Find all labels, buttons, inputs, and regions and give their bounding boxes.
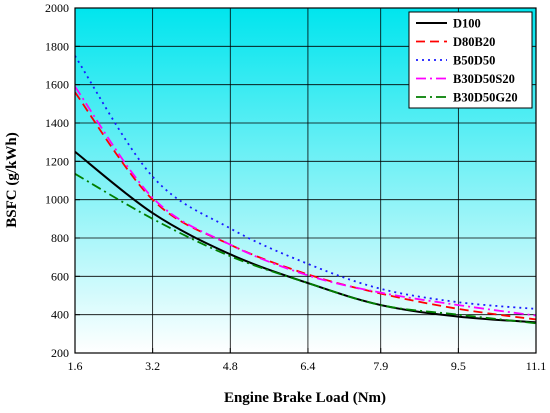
- x-tick-label: 3.2: [145, 359, 160, 373]
- x-tick-label: 9.5: [451, 359, 466, 373]
- series-line-d80b20: [75, 91, 536, 321]
- legend: D100 D80B20 B50D50 B30D50S20 B30D50G20: [408, 11, 533, 109]
- y-tick-label: 1200: [45, 154, 69, 168]
- x-tick-label: 11.1: [526, 359, 547, 373]
- series-lines: [75, 55, 536, 325]
- series-line-b50d50: [75, 55, 536, 310]
- x-tick-label: 1.6: [68, 359, 83, 373]
- x-axis-title: Engine Brake Load (Nm): [224, 390, 386, 406]
- legend-label-d100: D100: [453, 17, 481, 31]
- y-tick-label: 400: [51, 308, 69, 322]
- y-tick-label: 1600: [45, 78, 69, 92]
- legend-label-d80b20: D80B20: [453, 35, 495, 49]
- legend-label-b30d50g20: B30D50G20: [453, 91, 518, 105]
- y-tick-label: 600: [51, 269, 69, 283]
- y-tick-label: 1400: [45, 116, 69, 130]
- axis-ticks: 1.6 3.2 4.8 6.4 7.9 9.5 11.1 200 400 600 800 1000 12…: [45, 1, 546, 373]
- series-line-b30d50g20: [75, 173, 536, 325]
- x-tick-label: 4.8: [223, 359, 238, 373]
- y-tick-label: 1000: [45, 193, 69, 207]
- legend-label-b50d50: B50D50: [453, 54, 495, 68]
- x-tick-label: 7.9: [373, 359, 388, 373]
- series-line-b30d50s20: [75, 86, 536, 317]
- y-tick-label: 1800: [45, 39, 69, 53]
- legend-label-b30d50s20: B30D50S20: [453, 72, 515, 86]
- plot-area-frame: [74, 7, 537, 354]
- y-tick-label: 2000: [45, 1, 69, 15]
- y-tick-label: 200: [51, 346, 69, 360]
- y-tick-label: 800: [51, 231, 69, 245]
- y-axis-title: BSFC (g/kWh): [4, 132, 20, 227]
- x-tick-label: 6.4: [300, 359, 315, 373]
